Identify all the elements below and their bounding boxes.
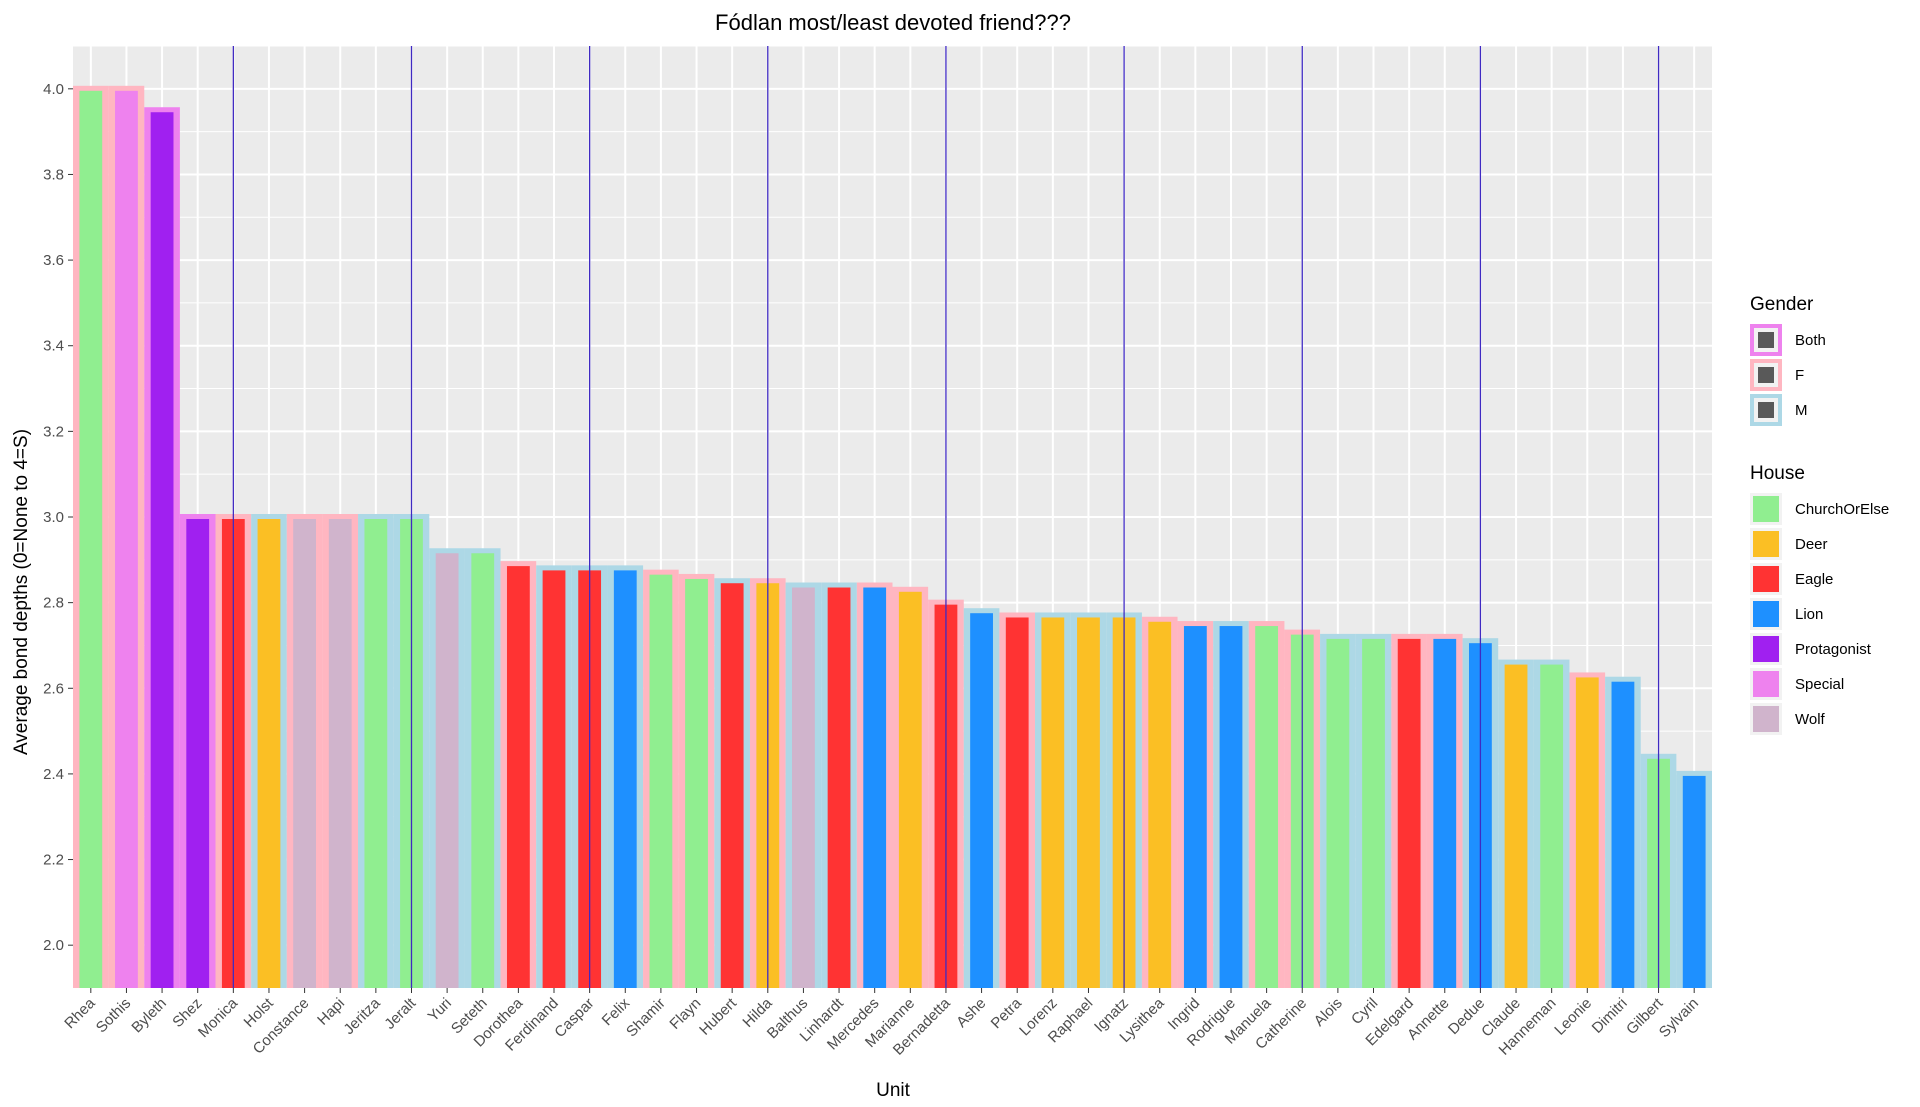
bars xyxy=(73,85,1712,989)
bar-claude xyxy=(1504,664,1528,988)
bar-annette xyxy=(1433,638,1457,988)
bar-manuela xyxy=(1255,626,1279,988)
bar-marianne xyxy=(898,591,922,988)
bar-seteth xyxy=(471,553,495,988)
x-tick-label: Leonie xyxy=(1551,995,1595,1039)
bar-mercedes xyxy=(863,587,887,988)
x-tick-label: Alois xyxy=(1311,995,1346,1030)
x-tick-label: Dimitri xyxy=(1589,995,1631,1037)
x-tick-label: Shamir xyxy=(623,995,669,1041)
x-tick-label: Jeralt xyxy=(381,994,420,1033)
y-tick-label: 4.0 xyxy=(43,81,64,98)
bar-linhardt xyxy=(827,587,851,988)
legend-key-swatch xyxy=(1753,601,1779,627)
bar-edelgard xyxy=(1397,638,1421,988)
bar-jeritza xyxy=(364,519,388,988)
x-tick-label: Hubert xyxy=(696,994,740,1038)
legend-label: F xyxy=(1795,367,1804,384)
x-tick-label: Sylvain xyxy=(1656,995,1702,1041)
reference-lines xyxy=(232,46,1660,988)
legend: Gender Both F M House ChurchOrElse Deer Eagle Li… xyxy=(1750,294,1889,735)
bar-constance xyxy=(293,519,316,988)
legend-key-swatch xyxy=(1753,566,1779,592)
bar-byleth xyxy=(150,112,174,988)
y-tick-label: 3.8 xyxy=(43,166,64,183)
bar-sothis xyxy=(115,90,138,989)
bar-shamir xyxy=(649,574,673,988)
legend-label: Wolf xyxy=(1795,711,1826,728)
x-tick-label: Monica xyxy=(195,994,242,1041)
bar-dimitri xyxy=(1611,681,1635,988)
legend-label: ChurchOrElse xyxy=(1795,501,1889,518)
x-tick-label: Caspar xyxy=(551,995,597,1041)
legend-label: M xyxy=(1795,402,1808,419)
bar-cyril xyxy=(1362,638,1385,988)
bar-dorothea xyxy=(506,566,530,988)
bar-hubert xyxy=(720,583,744,988)
y-tick-label: 3.4 xyxy=(43,338,64,355)
legend-key-swatch xyxy=(1753,671,1779,697)
y-tick-label: 3.2 xyxy=(43,423,64,440)
bar-leonie xyxy=(1575,677,1599,988)
bar-holst xyxy=(257,519,281,988)
y-tick-label: 2.2 xyxy=(43,852,64,869)
bar-yuri xyxy=(435,553,459,988)
legend-title: House xyxy=(1750,463,1805,484)
x-tick-label: Rhea xyxy=(61,994,99,1032)
legend-label: Deer xyxy=(1795,536,1828,553)
x-tick-label: Ashe xyxy=(953,995,989,1031)
bar-ingrid xyxy=(1183,626,1207,988)
bar-flayn xyxy=(685,578,708,988)
legend-key-swatch xyxy=(1758,332,1774,348)
legend-label: Eagle xyxy=(1795,571,1833,588)
bar-rodrigue xyxy=(1219,626,1243,988)
y-axis-title: Average bond depths (0=None to 4=S) xyxy=(11,429,32,755)
bar-hapi xyxy=(328,519,352,988)
bar-shez xyxy=(186,519,210,988)
bar-rhea xyxy=(79,90,103,989)
legend-key-swatch xyxy=(1758,367,1774,383)
x-tick-label: Jeritza xyxy=(340,994,384,1038)
y-axis: 2.0 2.2 2.4 2.6 2.8 3.0 3.2 3.4 3.6 3.8 4.0 xyxy=(43,81,73,954)
bar-balthus xyxy=(792,587,815,988)
legend-key-swatch xyxy=(1753,636,1779,662)
bar-felix xyxy=(613,570,637,988)
legend-label: Protagonist xyxy=(1795,641,1872,658)
x-tick-label: Sothis xyxy=(93,995,135,1037)
bar-lysithea xyxy=(1148,621,1172,988)
x-axis-title: Unit xyxy=(876,1080,911,1101)
y-tick-label: 2.6 xyxy=(43,680,64,697)
legend-key-swatch xyxy=(1753,496,1779,522)
y-tick-label: 3.0 xyxy=(43,509,64,526)
legend-key-swatch xyxy=(1758,402,1774,418)
chart-title: Fódlan most/least devoted friend??? xyxy=(715,10,1071,35)
legend-key-swatch xyxy=(1753,706,1779,732)
bar-ferdinand xyxy=(542,570,566,988)
y-tick-label: 2.8 xyxy=(43,595,64,612)
legend-label: Both xyxy=(1795,332,1826,349)
bar-sylvain xyxy=(1682,775,1706,988)
legend-label: Lion xyxy=(1795,606,1823,623)
bar-petra xyxy=(1005,617,1029,988)
bar-alois xyxy=(1326,638,1350,988)
legend-label: Special xyxy=(1795,676,1844,693)
bar-ashe xyxy=(970,613,993,988)
bar-lorenz xyxy=(1041,617,1065,988)
y-tick-label: 2.0 xyxy=(43,937,64,954)
y-tick-label: 2.4 xyxy=(43,766,64,783)
x-tick-label: Yuri xyxy=(425,995,455,1025)
legend-title: Gender xyxy=(1750,294,1814,315)
y-tick-label: 3.6 xyxy=(43,252,64,269)
x-tick-label: Byleth xyxy=(128,995,170,1037)
bar-hanneman xyxy=(1540,664,1564,988)
legend-key-swatch xyxy=(1753,531,1779,557)
bar-raphael xyxy=(1077,617,1100,988)
